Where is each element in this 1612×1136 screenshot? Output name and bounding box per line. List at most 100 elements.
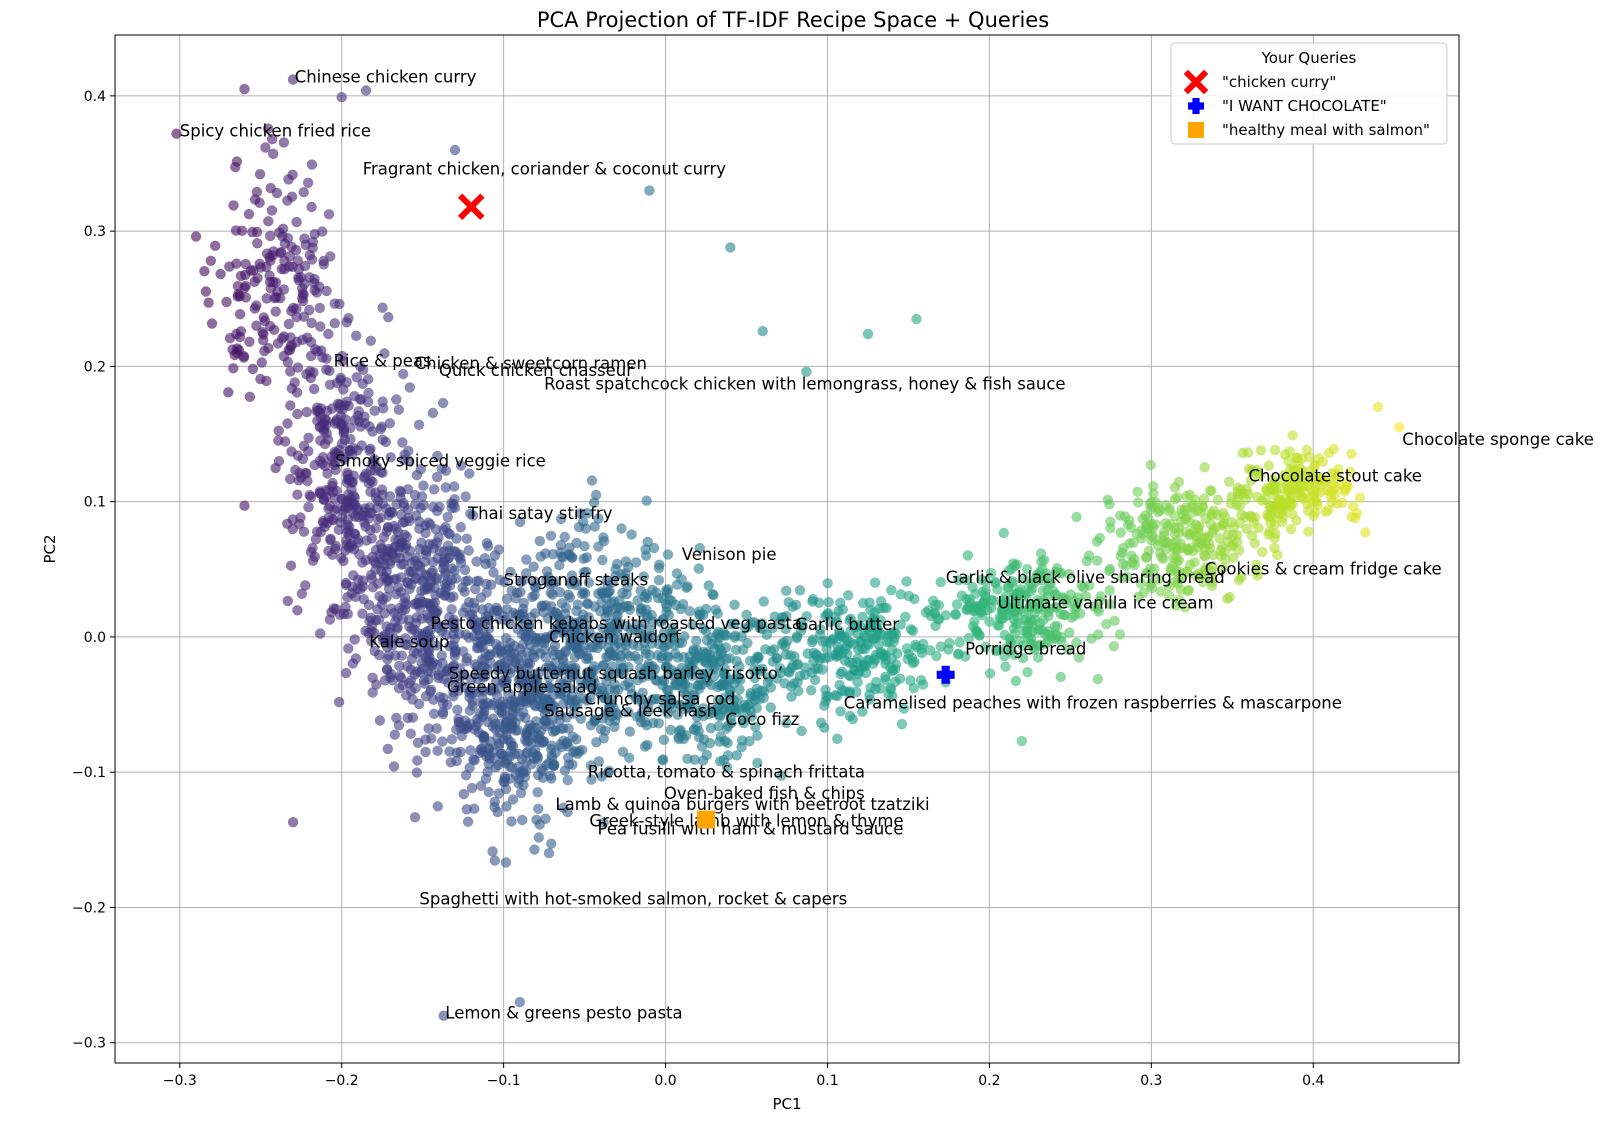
query-marker [936,665,955,684]
data-point [653,718,664,729]
data-point [1038,595,1049,606]
data-point [315,628,326,639]
data-point [347,581,358,593]
data-point [485,736,496,747]
data-point [284,261,295,272]
x-tick-label: 0.1 [816,1073,838,1089]
data-point [292,408,303,420]
data-point [543,672,555,683]
data-point [304,249,315,261]
data-point [1263,460,1275,471]
data-point [815,717,827,728]
data-point [718,754,729,766]
data-point [448,640,459,651]
data-point [402,484,414,495]
data-point [501,604,513,615]
data-point [1019,573,1030,585]
data-point [1190,570,1202,582]
data-point [275,247,286,259]
data-point [563,723,574,734]
data-point [751,683,762,695]
data-point [1179,505,1190,516]
data-point [662,549,674,560]
data-point [1081,556,1093,567]
data-point [453,717,465,728]
data-point [507,721,518,732]
data-point [271,187,283,199]
data-point [450,573,462,584]
data-point [406,557,417,569]
data-point [391,394,402,405]
data-point [265,230,276,242]
data-point [568,669,579,680]
data-point [529,844,540,855]
data-point [1092,673,1104,685]
data-point [459,564,471,576]
data-point [642,739,653,751]
data-point [436,650,447,661]
point-annotation: Rice & peas [334,351,432,370]
data-point [873,639,884,650]
data-point [357,557,368,568]
data-point [531,582,542,593]
data-point [414,523,425,534]
data-point [438,674,450,685]
data-point [408,624,420,635]
data-point [353,406,364,417]
data-point [654,559,665,570]
data-point [330,448,341,460]
data-point [1071,511,1082,523]
data-point [935,576,946,588]
data-point [426,567,437,579]
data-point [238,351,250,362]
data-point [375,423,386,435]
data-point [528,561,539,572]
data-point [546,601,557,612]
data-point [206,318,218,329]
data-point [449,481,460,492]
data-point [1194,521,1205,532]
data-point [431,607,442,619]
data-point [372,578,384,589]
data-point [437,708,449,720]
data-point [776,770,787,781]
data-point [256,357,267,368]
data-point [1184,543,1196,554]
point-annotation: Thai satay stir-fry [467,504,613,523]
data-point [1214,533,1225,544]
data-point [774,663,786,674]
data-point [1000,643,1011,654]
data-point [329,505,340,516]
x-tick-label: −0.2 [325,1073,359,1089]
data-point [305,546,317,558]
data-point [545,682,556,693]
data-point [1094,595,1105,607]
data-point [1204,485,1216,496]
data-point [750,721,761,733]
data-point [432,801,443,812]
data-point [1208,549,1219,561]
y-tick-label: 0.4 [84,89,106,105]
data-point [835,706,846,717]
data-point [592,634,604,645]
data-point [291,216,302,228]
data-point [339,502,351,513]
point-annotation: Spaghetti with hot-smoked salmon, rocket… [419,890,847,909]
data-point [1173,476,1185,488]
data-point [390,573,402,584]
data-point [262,123,274,134]
data-point [1127,557,1138,568]
data-point [398,368,409,380]
data-point [1282,485,1294,496]
data-point [495,659,506,670]
data-point [522,663,534,674]
data-point [749,672,760,684]
data-point [1012,618,1024,629]
data-point [1268,512,1279,523]
data-point [383,312,394,323]
data-point [1183,584,1195,596]
data-point [366,626,377,637]
data-point [266,205,278,216]
data-point [684,666,696,677]
data-point [284,251,295,262]
